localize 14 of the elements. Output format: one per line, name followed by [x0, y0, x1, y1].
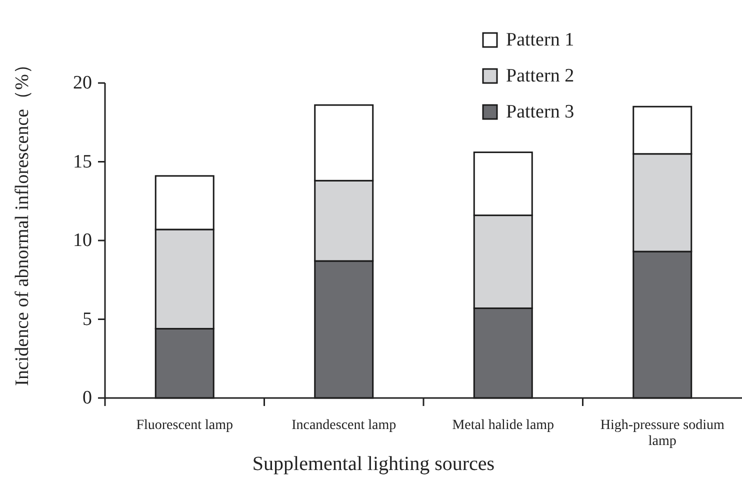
y-tick-label: 0 [82, 388, 92, 408]
legend-label: Pattern 1 [506, 30, 574, 50]
x-tick-label: Incandescent lamp [292, 418, 396, 433]
x-tick-label: High-pressure sodium lamp [600, 418, 724, 449]
y-tick-label: 10 [73, 230, 92, 251]
y-tick-label: 20 [73, 72, 92, 94]
x-tick-label: Metal halide lamp [452, 418, 554, 433]
legend-label: Pattern 3 [506, 102, 574, 122]
x-tick-label: Fluorescent lamp [136, 418, 234, 433]
y-tick-label: 5 [82, 308, 92, 330]
x-axis-title: Supplemental lighting sources [252, 453, 495, 475]
y-axis-title: Incidence of abnormal inflorescence（%） [12, 55, 33, 386]
legend-label: Pattern 2 [506, 66, 574, 86]
y-tick-label: 15 [73, 151, 92, 172]
